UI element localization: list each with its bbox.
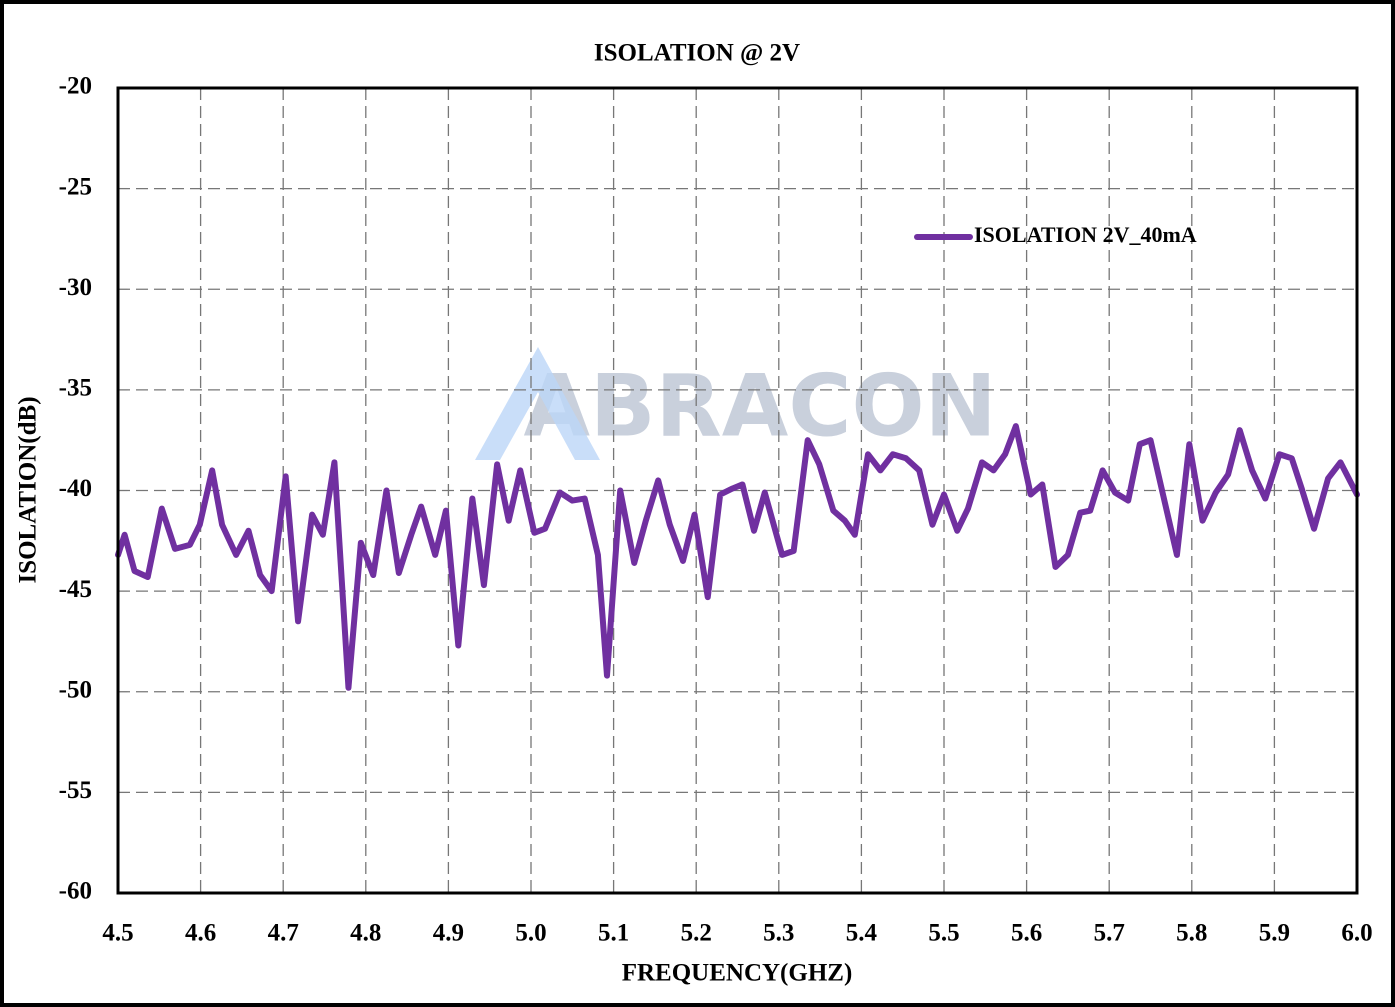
x-tick-label: 5.6 (1011, 920, 1042, 947)
y-tick-label: -35 (59, 375, 92, 402)
x-tick-label: 5.5 (928, 920, 959, 947)
y-tick-label: -20 (59, 73, 92, 100)
y-tick-label: -40 (59, 475, 92, 502)
tick-labels: -20 -25 -30 -35 -40 -45 -50 -55 -60 4.5 4.6 4.7 4.8 4… (59, 73, 1373, 947)
x-axis-label: FREQUENCY(GHZ) (622, 960, 853, 987)
series-line (115, 423, 1360, 691)
x-tick-label: 5.4 (846, 920, 878, 947)
x-tick-label: 5.7 (1094, 920, 1125, 947)
x-tick-label: 5.1 (598, 920, 629, 947)
chart-title: ISOLATION @ 2V (594, 40, 800, 67)
x-tick-label: 4.9 (433, 920, 464, 947)
y-tick-label: -30 (59, 274, 92, 301)
x-tick-label: 6.0 (1341, 920, 1372, 947)
x-tick-label: 5.3 (763, 920, 794, 947)
x-tick-label: 4.6 (185, 920, 216, 947)
x-tick-label: 5.2 (681, 920, 712, 947)
plot (115, 423, 1360, 691)
y-tick-label: -45 (59, 576, 92, 603)
legend-label: ISOLATION 2V_40mA (974, 222, 1197, 247)
x-tick-label: 4.8 (350, 920, 381, 947)
x-tick-label: 4.5 (102, 920, 133, 947)
plot-frame (116, 86, 1359, 895)
y-tick-label: -55 (59, 777, 92, 804)
x-tick-label: 5.0 (515, 920, 546, 947)
y-tick-label: -50 (59, 676, 92, 703)
y-tick-label: -25 (59, 173, 92, 200)
x-tick-label: 4.7 (268, 920, 299, 947)
watermark-logo (475, 347, 600, 460)
y-axis-label: ISOLATION(dB) (15, 396, 42, 583)
x-tick-label: 5.9 (1259, 920, 1290, 947)
y-tick-label: -60 (59, 878, 92, 905)
x-tick-label: 5.8 (1176, 920, 1207, 947)
watermark: ABRACON (523, 356, 996, 456)
